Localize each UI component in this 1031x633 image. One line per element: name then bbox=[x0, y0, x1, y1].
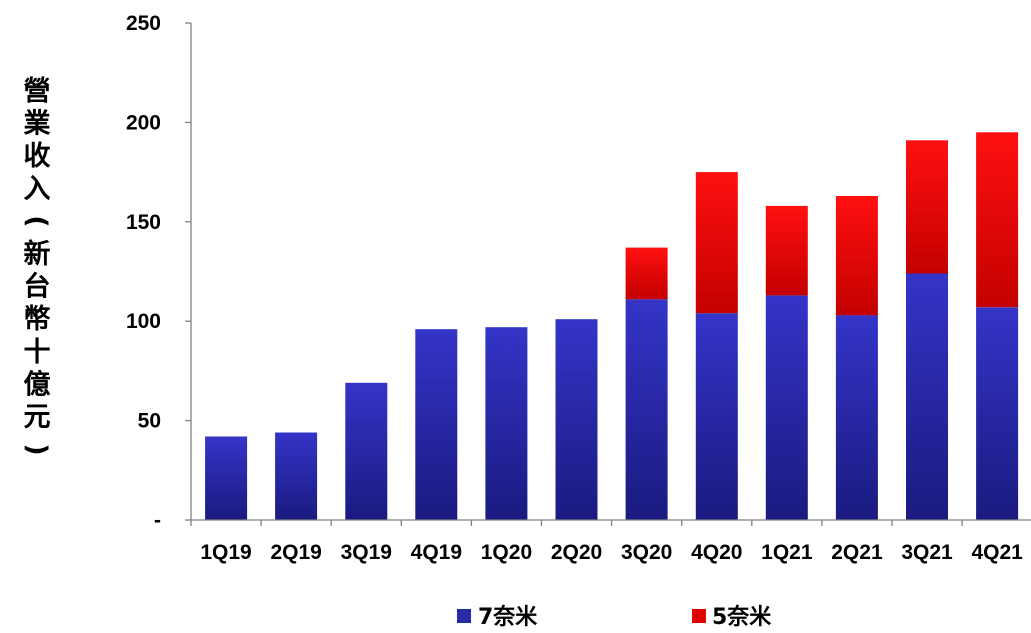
y-axis-title-char: 億 bbox=[24, 369, 51, 400]
y-axis-title-char: ) bbox=[21, 443, 52, 455]
bar-3Q19-series-1 bbox=[345, 382, 388, 520]
legend-swatch bbox=[692, 609, 706, 623]
legend-swatch bbox=[457, 609, 471, 623]
bar-2Q21-series-1 bbox=[835, 315, 878, 520]
bar-1Q20-series-1 bbox=[485, 327, 528, 520]
x-tick-label: 2Q20 bbox=[551, 541, 602, 564]
bar-3Q20-series-1 bbox=[625, 299, 668, 520]
bar-3Q21-series-1 bbox=[906, 273, 948, 520]
legend: 7奈米 5奈米 bbox=[457, 604, 772, 630]
y-tick-label: 250 bbox=[126, 12, 161, 35]
y-axis-title-char: 入 bbox=[24, 174, 51, 205]
legend-label: 7奈米 bbox=[478, 604, 538, 630]
bar-2Q20-series-1 bbox=[555, 319, 598, 520]
bar-1Q19-series-1 bbox=[205, 436, 248, 520]
y-axis-title-char: 營 bbox=[24, 76, 51, 107]
x-tick-label: 4Q20 bbox=[691, 541, 742, 564]
bar-3Q20-series-2 bbox=[625, 247, 668, 300]
y-axis-title-char: 幣 bbox=[24, 304, 51, 335]
x-tick-label: 1Q19 bbox=[200, 541, 251, 564]
bar-4Q19-series-1 bbox=[415, 329, 458, 520]
bar-4Q20-series-2 bbox=[695, 172, 738, 314]
bar-4Q20-series-1 bbox=[695, 313, 738, 520]
x-tick-label: 1Q20 bbox=[481, 541, 532, 564]
bar-2Q21-series-2 bbox=[835, 196, 878, 316]
y-axis-title-char: 台 bbox=[24, 271, 51, 303]
y-axis-title-char: 十 bbox=[24, 337, 51, 368]
x-tick-label: 2Q21 bbox=[831, 541, 883, 564]
y-tick-label: 100 bbox=[126, 310, 161, 333]
x-tick-label: 2Q19 bbox=[270, 541, 321, 564]
y-tick-label: 50 bbox=[138, 410, 161, 433]
bars-layer bbox=[205, 132, 1019, 520]
y-tick-label: 200 bbox=[126, 111, 161, 134]
bar-4Q21-series-1 bbox=[976, 307, 1019, 520]
bar-1Q21-series-2 bbox=[765, 205, 808, 296]
y-tick-label: 150 bbox=[126, 211, 161, 234]
x-tick-label: 4Q21 bbox=[971, 541, 1023, 564]
bar-2Q19-series-1 bbox=[275, 432, 318, 520]
x-tick-label: 1Q21 bbox=[761, 541, 813, 564]
bar-4Q21-series-2 bbox=[976, 132, 1019, 308]
legend-label: 5奈米 bbox=[712, 604, 772, 630]
bar-3Q21-series-2 bbox=[906, 140, 948, 274]
y-axis-title-char: ( bbox=[21, 215, 52, 227]
x-tick-label: 4Q19 bbox=[411, 541, 462, 564]
y-tick-label: - bbox=[154, 509, 161, 532]
x-tick-label: 3Q21 bbox=[901, 541, 953, 564]
y-axis-title-char: 業 bbox=[24, 109, 51, 140]
axes-layer: - 50 100 150 200 250 1Q19 2Q19 3Q19 4Q19 1Q20 2Q20 3… bbox=[126, 12, 1031, 564]
y-axis-title-char: 新 bbox=[24, 238, 51, 270]
y-axis-title-char: 收 bbox=[24, 141, 51, 172]
x-tick-label: 3Q20 bbox=[621, 541, 672, 564]
y-axis-title-char: 元 bbox=[24, 402, 51, 433]
bar-1Q21-series-1 bbox=[765, 295, 808, 520]
x-tick-label: 3Q19 bbox=[341, 541, 392, 564]
